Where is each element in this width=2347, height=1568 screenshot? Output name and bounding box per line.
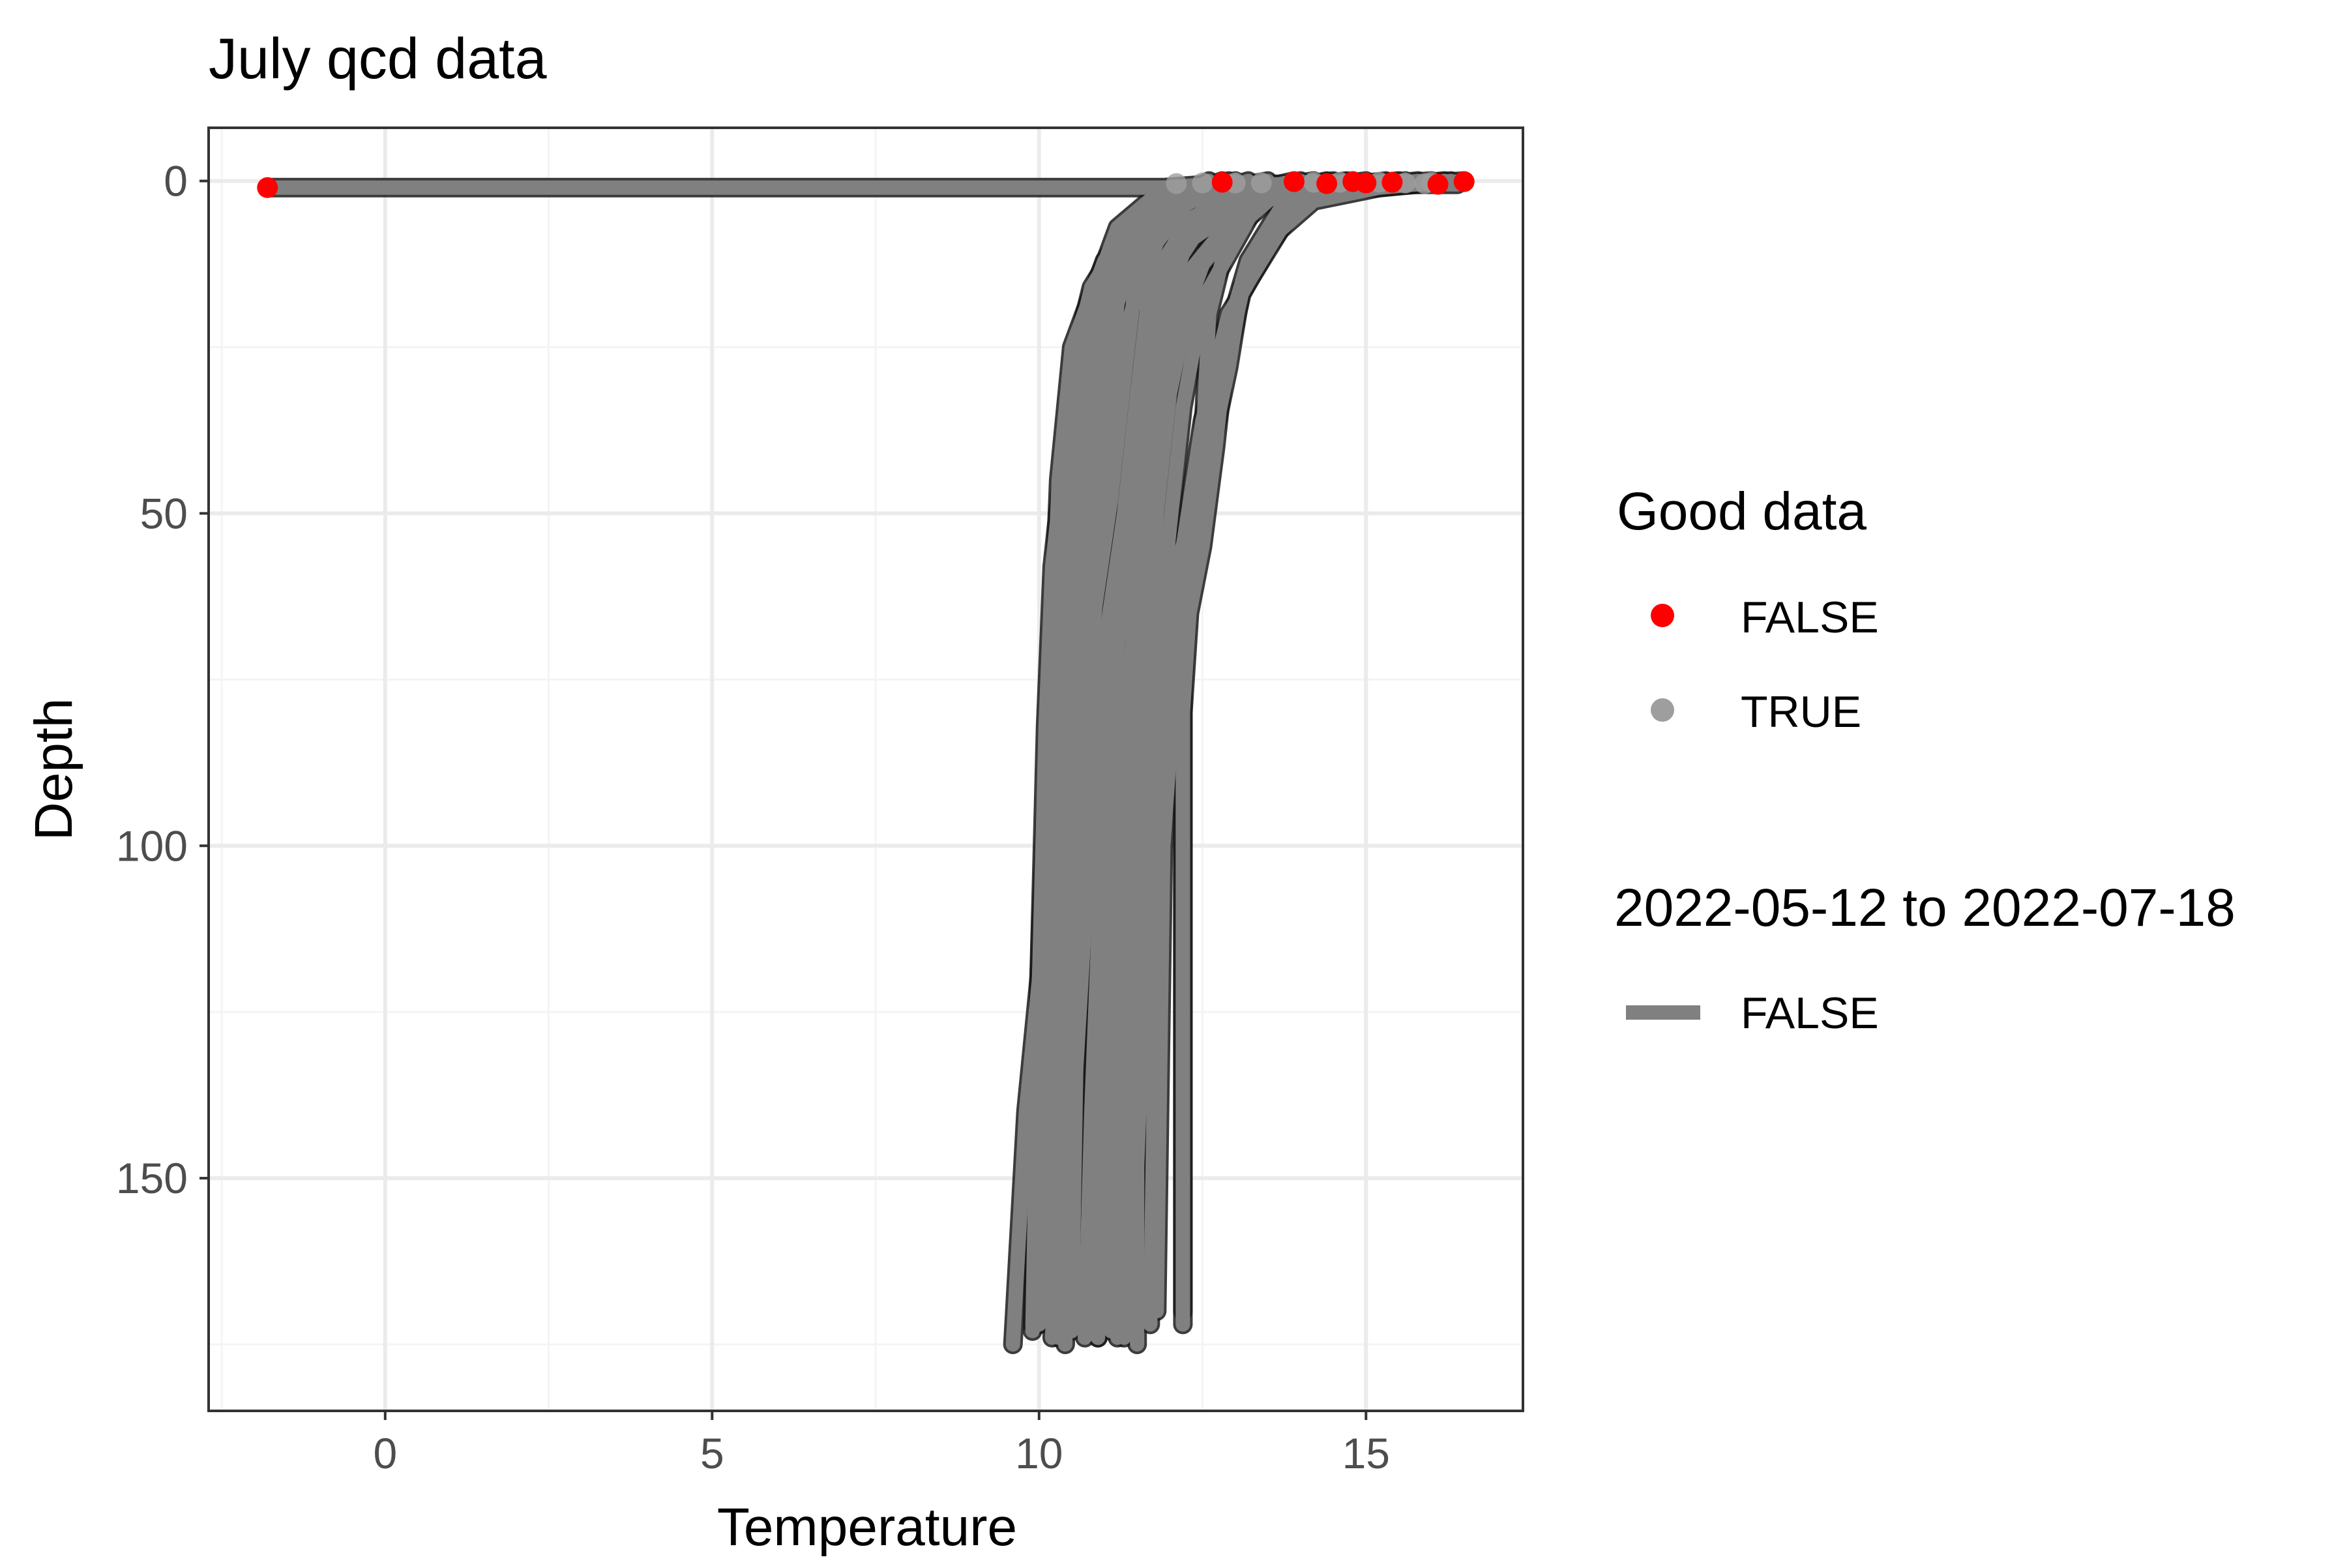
legend-true-point-icon (1651, 698, 1674, 722)
legend-false-label: FALSE (1741, 593, 1879, 642)
legend-false-point-icon (1651, 604, 1674, 627)
legend-true-label: TRUE (1741, 687, 1861, 737)
legend-date-range: 2022-05-12 to 2022-07-18 FALSE (1614, 878, 2236, 1038)
y-tick-label: 0 (164, 157, 188, 205)
good-data-point-8 (1166, 173, 1187, 194)
bad-data-point-3 (1316, 173, 1338, 194)
bad-data-point-1 (1211, 171, 1233, 193)
legend-date-range-title: 2022-05-12 to 2022-07-18 (1614, 878, 2236, 938)
panel-background (209, 128, 1523, 1411)
y-tick-label: 100 (116, 821, 188, 870)
bad-data-point-7 (1427, 173, 1449, 195)
panel-border (207, 126, 1524, 1412)
y-axis-label: Depth (24, 698, 83, 841)
x-tick-label: 15 (1342, 1429, 1390, 1477)
bad-data-point-6 (1381, 171, 1403, 193)
profile-line-25 (1123, 173, 1354, 1339)
legend-line-false-label: FALSE (1741, 988, 1879, 1038)
profile-line-27 (1078, 227, 1138, 348)
good-data-point-0 (1192, 172, 1213, 194)
profile-line-20 (1091, 173, 1308, 1345)
legend-good-data: Good data FALSE TRUE (1617, 482, 1879, 737)
x-axis-label: Temperature (717, 1498, 1017, 1557)
good-data-point-2 (1250, 172, 1272, 194)
bad-data-point-5 (1355, 172, 1377, 194)
bad-data-point-2 (1283, 171, 1305, 192)
bad-data-point-8 (1453, 171, 1475, 192)
y-tick-label: 150 (116, 1154, 188, 1202)
chart-title: July qcd data (209, 26, 547, 91)
profile-line-19 (1149, 173, 1458, 1318)
x-tick-label: 10 (1015, 1429, 1063, 1477)
bad-data-point-0 (257, 177, 278, 198)
y-tick-label: 50 (140, 489, 188, 537)
legend-good-data-title: Good data (1617, 482, 1867, 541)
x-tick-label: 5 (700, 1429, 724, 1477)
x-tick-label: 0 (373, 1429, 397, 1477)
